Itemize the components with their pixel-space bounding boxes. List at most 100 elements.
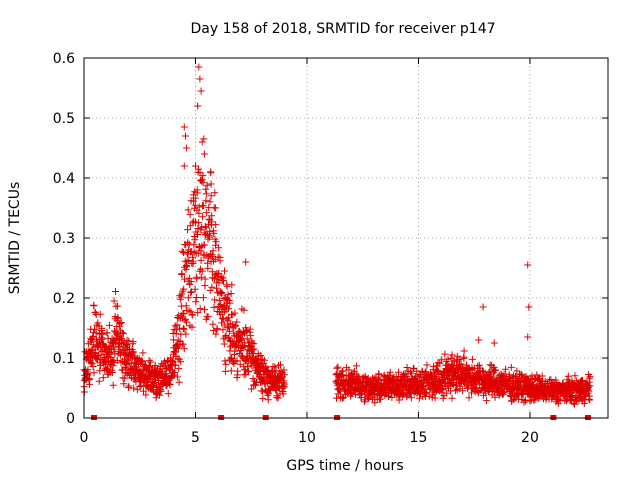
data-point — [441, 350, 449, 358]
data-point — [119, 330, 127, 338]
data-point — [96, 310, 104, 318]
data-point — [221, 367, 229, 375]
data-point — [218, 289, 226, 297]
data-point — [233, 318, 241, 326]
data-point — [197, 273, 205, 281]
data-point — [243, 326, 251, 334]
data-point — [206, 228, 214, 236]
data-point — [117, 319, 125, 326]
data-point — [334, 363, 342, 371]
data-point — [586, 373, 594, 381]
data-point — [98, 335, 106, 343]
data-point — [438, 356, 446, 364]
data-point — [227, 354, 235, 362]
data-point — [178, 247, 186, 255]
data-point — [183, 144, 191, 152]
data-point — [180, 285, 188, 293]
data-point — [175, 378, 183, 386]
data-point — [182, 302, 190, 310]
data-point — [199, 179, 207, 187]
data-point — [524, 333, 532, 341]
data-point — [195, 63, 203, 71]
data-point — [189, 257, 197, 265]
data-point — [129, 338, 137, 346]
data-point — [120, 380, 128, 388]
data-point — [185, 240, 193, 248]
data-point — [222, 296, 230, 304]
data-point — [228, 281, 236, 289]
data-point — [564, 372, 572, 380]
data-point — [360, 398, 368, 406]
data-point — [388, 394, 396, 401]
data-point — [121, 374, 129, 382]
data-point — [269, 363, 277, 370]
data-point — [508, 397, 516, 405]
y-axis-label: SRMTID / TECUs — [7, 182, 23, 295]
data-point — [151, 379, 159, 386]
data-point — [193, 275, 201, 283]
data-point — [500, 388, 508, 396]
data-point — [465, 394, 473, 402]
data-point — [103, 329, 111, 337]
data-point — [89, 333, 97, 340]
data-point — [130, 384, 138, 392]
data-point — [202, 185, 210, 193]
data-point — [210, 229, 218, 237]
data-point — [209, 320, 217, 328]
data-point — [531, 396, 539, 404]
data-point — [118, 329, 126, 337]
data-point — [180, 345, 188, 353]
data-point — [188, 311, 196, 319]
data-point — [93, 336, 100, 344]
data-point — [202, 197, 210, 205]
data-point — [194, 102, 202, 110]
data-point — [197, 87, 205, 95]
y-tick-label: 0.2 — [53, 291, 75, 307]
x-tick-label: 10 — [298, 430, 316, 446]
data-point — [212, 330, 220, 338]
data-point — [460, 347, 468, 355]
y-tick-label: 0 — [66, 411, 75, 427]
data-point — [180, 325, 188, 333]
data-point — [221, 321, 229, 329]
data-point — [164, 390, 172, 398]
data-point — [507, 363, 515, 371]
data-point — [224, 305, 232, 313]
data-point — [386, 368, 394, 376]
data-point — [220, 340, 228, 348]
data-point — [364, 377, 372, 385]
data-point — [106, 354, 114, 361]
data-point — [371, 399, 379, 407]
data-point — [180, 162, 188, 170]
data-point — [99, 374, 107, 382]
data-point — [243, 335, 251, 343]
data-point — [140, 387, 147, 395]
data-point — [457, 360, 465, 368]
data-point — [109, 362, 117, 370]
data-point — [209, 247, 217, 255]
data-point — [451, 387, 459, 395]
data-point — [177, 293, 185, 301]
data-point — [157, 388, 165, 396]
data-point — [242, 258, 250, 266]
data-point — [112, 288, 119, 295]
data-point — [145, 363, 153, 371]
data-point — [109, 381, 117, 389]
data-point — [196, 75, 204, 83]
data-point — [95, 377, 103, 385]
data-point — [207, 169, 215, 177]
data-point — [225, 314, 233, 322]
data-point — [277, 361, 284, 369]
data-point — [395, 368, 402, 376]
data-point — [271, 363, 279, 371]
data-point — [240, 306, 248, 314]
data-point — [423, 361, 431, 369]
data-point — [184, 226, 191, 234]
data-point — [190, 217, 198, 225]
data-point — [460, 354, 468, 362]
data-point — [179, 325, 187, 332]
data-point — [375, 371, 383, 379]
data-point — [211, 296, 219, 304]
data-point — [245, 367, 252, 375]
